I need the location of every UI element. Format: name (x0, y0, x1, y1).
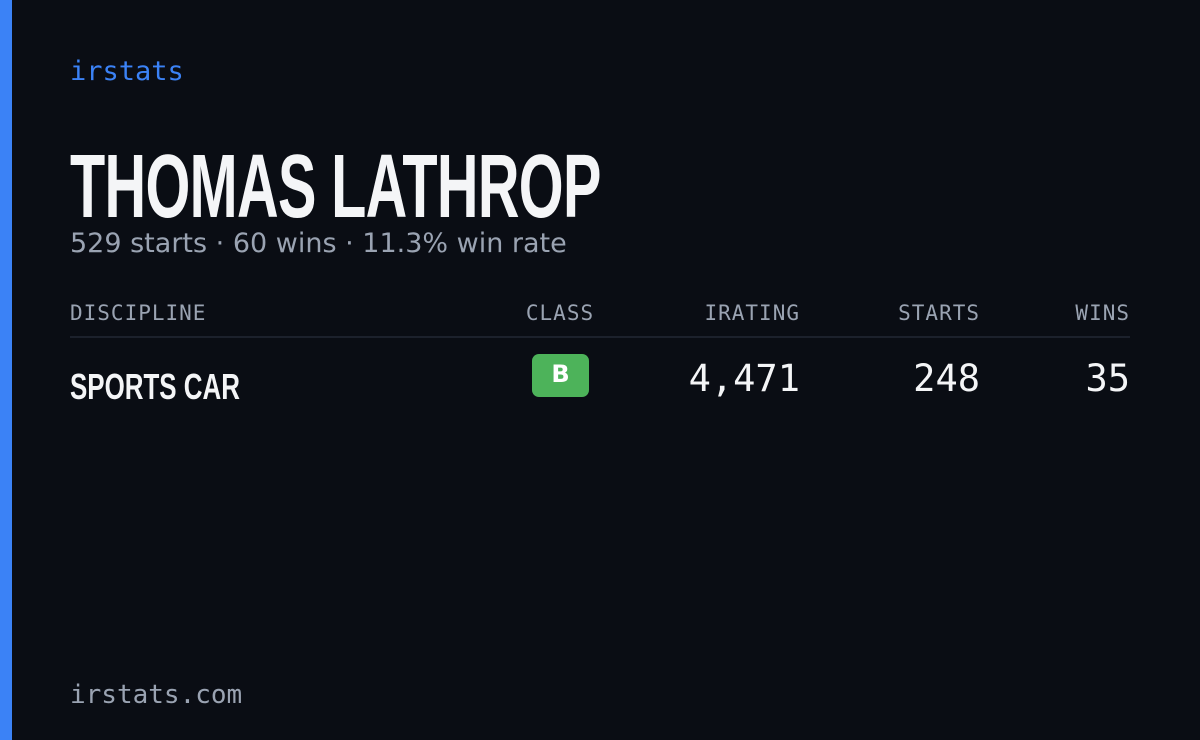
column-header: IRATING (704, 301, 800, 325)
summary: 529 starts · 60 wins · 11.3% win rate (70, 228, 567, 259)
irating: 4,471 (688, 357, 800, 400)
column-header: WINS (1075, 301, 1130, 325)
starts: 248 (913, 357, 980, 400)
brand: irstats (70, 56, 184, 87)
class-badge: B (532, 354, 589, 397)
header-rule (70, 336, 1130, 338)
column-header: CLASS (525, 301, 595, 325)
wins: 35 (1085, 357, 1130, 400)
driver-name: THOMAS LATHROP (70, 137, 601, 237)
footer: irstats.com (70, 680, 243, 710)
column-header: DISCIPLINE (70, 301, 207, 325)
accent-bar (0, 0, 12, 740)
discipline: SPORTS CAR (70, 366, 240, 407)
column-header: STARTS (898, 301, 980, 325)
